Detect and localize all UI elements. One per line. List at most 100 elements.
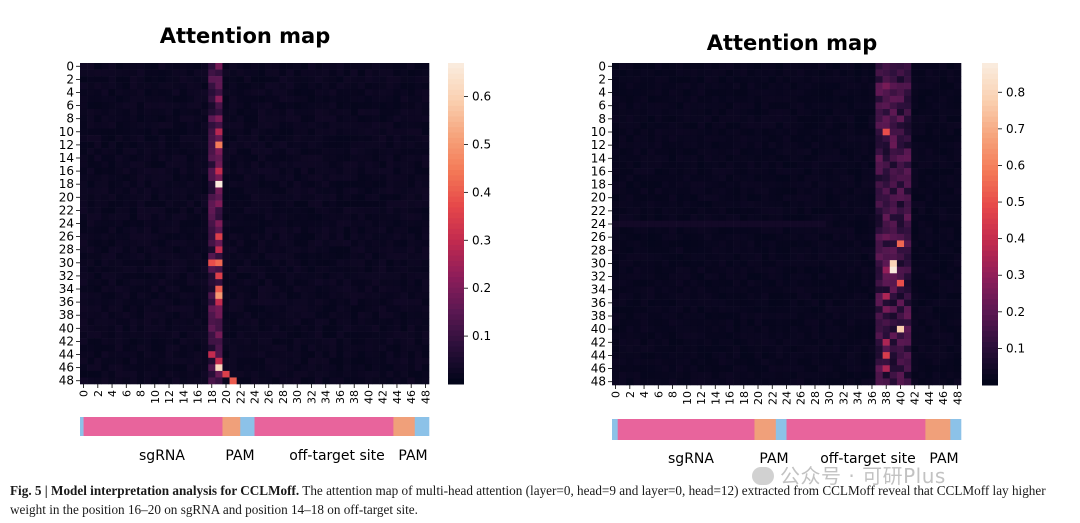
heatmap-cell (725, 378, 734, 386)
heatmap-cell (761, 122, 769, 130)
heatmap-cell (400, 121, 408, 129)
heatmap-cell (300, 174, 309, 182)
heatmap-cell (414, 285, 423, 293)
heatmap-cell (804, 187, 812, 195)
heatmap-cell (612, 233, 620, 241)
heatmap-cell (654, 82, 663, 90)
heatmap-cell (108, 102, 116, 110)
heatmap-cell (953, 247, 962, 254)
heatmap-cell (129, 252, 138, 260)
heatmap-cell (400, 279, 408, 287)
heatmap-cell (946, 102, 955, 110)
heatmap-cell (911, 253, 919, 261)
heatmap-cell (165, 292, 173, 300)
heatmap-cell (676, 155, 684, 162)
y-tick-label: 2 (66, 72, 74, 86)
heatmap-cell (904, 109, 912, 116)
heatmap-cell (882, 247, 891, 254)
heatmap-cell (697, 63, 705, 70)
heatmap-cell (733, 371, 741, 379)
heatmap-cell (236, 377, 245, 385)
heatmap-cell (790, 299, 798, 307)
heatmap-cell (357, 233, 366, 241)
heatmap-cell (683, 69, 691, 77)
heatmap-cell (740, 135, 748, 143)
heatmap-cell (626, 82, 634, 90)
heatmap-cell (854, 168, 862, 176)
heatmap-cell (683, 352, 691, 360)
heatmap-cell (315, 311, 323, 319)
colorbar-segment (448, 121, 464, 128)
colorbar-segment (448, 95, 464, 101)
heatmap-cell (108, 89, 116, 97)
colorbar-segment (448, 159, 464, 166)
heatmap-cell (725, 279, 734, 287)
heatmap-cell (661, 168, 670, 176)
heatmap-cell (215, 344, 223, 352)
colorbar-tick-label: 0.6 (472, 90, 491, 104)
heatmap-cell (136, 285, 145, 293)
heatmap-cell (790, 365, 798, 373)
heatmap-cell (946, 352, 955, 360)
heatmap-cell (372, 76, 380, 83)
heatmap-cell (683, 102, 691, 110)
heatmap-cell (939, 365, 948, 373)
heatmap-cell (711, 378, 720, 386)
heatmap-cell (336, 121, 344, 129)
heatmap-cell (393, 272, 401, 280)
heatmap-cell (350, 174, 359, 182)
heatmap-cell (918, 325, 926, 333)
heatmap-cell (626, 141, 634, 149)
heatmap-cell (236, 226, 245, 234)
heatmap-cell (272, 115, 280, 123)
heatmap-cell (768, 240, 777, 248)
heatmap-cell (201, 331, 209, 339)
heatmap-cell (797, 319, 805, 327)
heatmap-cell (386, 285, 394, 293)
colorbar-segment (448, 73, 464, 80)
heatmap-cell (186, 213, 195, 221)
heatmap-cell (918, 89, 926, 97)
heatmap-cell (733, 273, 741, 281)
heatmap-cell (279, 128, 287, 136)
heatmap-cell (407, 167, 416, 175)
heatmap-cell (250, 318, 259, 326)
heatmap-cell (661, 63, 670, 70)
heatmap-cell (222, 252, 230, 260)
heatmap-cell (718, 247, 727, 254)
heatmap-cell (861, 174, 869, 182)
heatmap-cell (87, 285, 95, 293)
heatmap-cell (889, 273, 898, 281)
heatmap-cell (861, 227, 869, 235)
heatmap-cell (775, 260, 784, 268)
heatmap-cell (889, 63, 898, 70)
heatmap-cell (329, 246, 337, 254)
heatmap-cell (882, 89, 891, 97)
heatmap-cell (832, 378, 841, 386)
heatmap-cell (925, 371, 933, 379)
heatmap-cell (101, 272, 109, 280)
heatmap-cell (243, 311, 252, 319)
heatmap-cell (258, 357, 266, 365)
heatmap-cell (882, 266, 891, 274)
heatmap-cell (825, 378, 834, 386)
heatmap-cell (222, 180, 230, 188)
heatmap-cell (315, 364, 323, 372)
heatmap-cell (350, 108, 359, 116)
heatmap-cell (87, 207, 95, 214)
heatmap-cell (633, 273, 641, 281)
heatmap-cell (626, 293, 634, 300)
heatmap-cell (144, 187, 152, 195)
heatmap-cell (265, 338, 273, 345)
heatmap-cell (179, 344, 188, 352)
heatmap-cell (825, 187, 834, 195)
heatmap-cell (250, 285, 259, 293)
heatmap-cell (904, 260, 912, 268)
heatmap-cell (718, 187, 727, 195)
heatmap-cell (946, 220, 955, 228)
heatmap-cell (747, 115, 755, 123)
heatmap-cell (661, 207, 670, 215)
heatmap-cell (718, 253, 727, 261)
heatmap-cell (896, 220, 905, 228)
heatmap-cell (647, 358, 656, 366)
